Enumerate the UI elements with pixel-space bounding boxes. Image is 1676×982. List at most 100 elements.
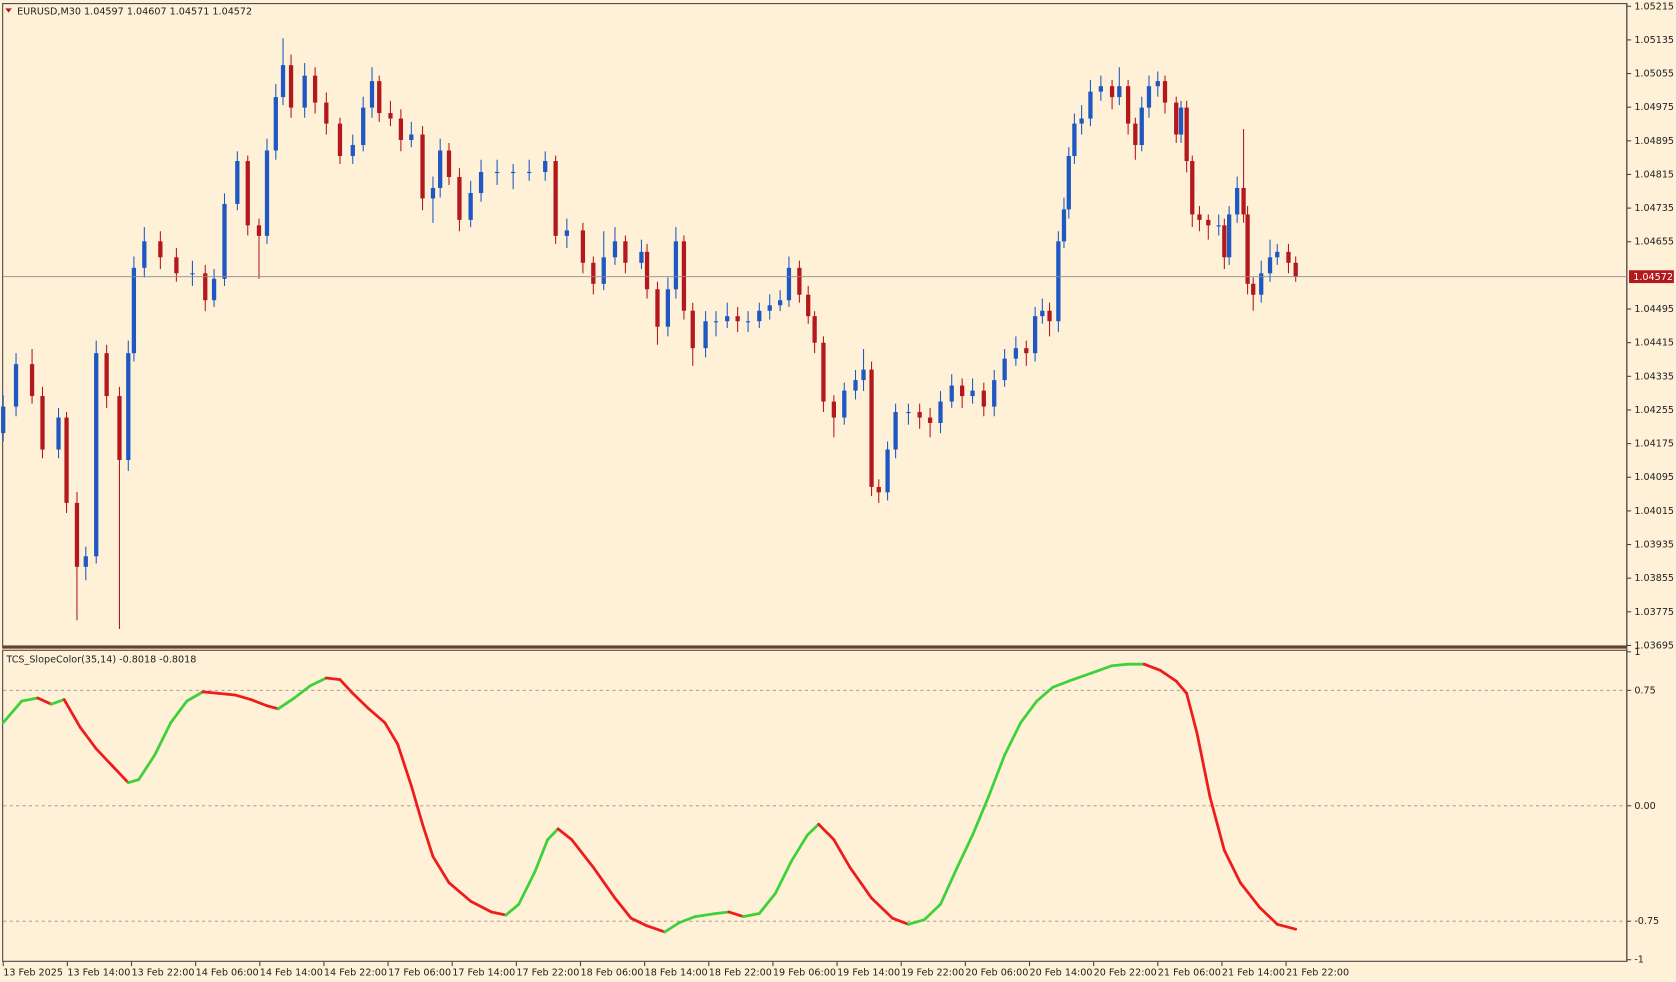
candle-body (369, 81, 375, 108)
candle-body (938, 401, 943, 423)
y-tick-label: 1.05135 (1634, 35, 1674, 46)
candle-body (876, 486, 881, 493)
candle-body (725, 316, 730, 322)
candle-body (280, 65, 286, 98)
candle-body (1206, 219, 1211, 226)
x-tick-label: 18 Feb 06:00 (580, 968, 643, 979)
x-tick-label: 19 Feb 22:00 (901, 968, 964, 979)
candle-body (644, 251, 650, 290)
candle-body (1245, 214, 1250, 284)
candle-body (1133, 123, 1138, 146)
candle-body (142, 241, 147, 268)
indicator-title: TCS_SlopeColor(35,14) -0.8018 -0.8018 (5, 654, 196, 665)
x-tick-label: 13 Feb 14:00 (67, 968, 130, 979)
indicator-segment (1174, 679, 1189, 695)
candle-body (580, 230, 586, 263)
indicator-segment (663, 921, 681, 934)
y-tick-label: 1.04015 (1634, 506, 1674, 517)
candle-body (885, 449, 890, 493)
y-tick-label: -0.75 (1634, 916, 1659, 927)
candle-body (388, 113, 393, 119)
indicator-segment (1222, 849, 1242, 885)
indicator-segment (832, 838, 852, 869)
indicator-segment (907, 918, 926, 926)
candle-body (302, 75, 307, 108)
candle-body (673, 241, 679, 290)
candle-body (104, 353, 109, 397)
candle-body (1013, 348, 1019, 359)
x-tick-label: 18 Feb 22:00 (709, 968, 772, 979)
candle-body (1259, 273, 1264, 295)
candle-body (601, 257, 606, 284)
candle-body (1184, 107, 1189, 162)
x-tick-label: 14 Feb 22:00 (324, 968, 387, 979)
candle-body (623, 241, 628, 263)
indicator-segment (533, 838, 550, 874)
x-tick-label: 17 Feb 06:00 (388, 968, 451, 979)
candle-body (494, 171, 500, 174)
indicator-segment (629, 916, 649, 928)
candle-body (1174, 102, 1179, 135)
indicator-segment (570, 838, 595, 869)
candle-body (681, 241, 687, 311)
candle-body (757, 310, 762, 322)
indicator-segment (987, 753, 1007, 798)
x-tick-label: 17 Feb 22:00 (516, 968, 579, 979)
candle-body (1125, 86, 1131, 124)
candle-body (745, 321, 751, 323)
indicator-segment (517, 870, 537, 906)
candle-body (29, 364, 35, 397)
x-tick-label: 21 Feb 22:00 (1286, 968, 1349, 979)
candle-body (117, 396, 122, 461)
y-tick-label: 1 (1634, 647, 1640, 658)
candle-body (1117, 86, 1122, 98)
indicator-segment (1067, 672, 1092, 683)
y-tick-label: 1.04255 (1634, 405, 1674, 416)
candle-body (1235, 187, 1240, 215)
indicator-segment (249, 698, 269, 708)
candle-body (665, 289, 671, 327)
x-tick-label: 20 Feb 14:00 (1029, 968, 1092, 979)
indicator-segment (741, 912, 761, 918)
candle-body (612, 241, 618, 258)
candle-body (40, 396, 45, 450)
candle-body (361, 107, 366, 146)
candle-body (337, 123, 343, 156)
indicator-segment (1, 699, 24, 725)
indicator-segment (677, 915, 697, 925)
candle-body (1146, 86, 1152, 108)
indicator-segment (714, 910, 731, 915)
x-tick-label: 20 Feb 06:00 (965, 968, 1028, 979)
candle-body (1162, 81, 1168, 103)
candle-body (917, 412, 922, 418)
indicator-segment (409, 784, 424, 826)
candle-body (1047, 310, 1052, 322)
y-tick-label: 1.03855 (1634, 573, 1674, 584)
y-tick-label: 1.03935 (1634, 540, 1674, 551)
candle-body (457, 176, 462, 220)
candle-body (203, 273, 208, 301)
indicator-segment (1089, 664, 1114, 675)
candle-body (1227, 214, 1232, 258)
y-tick-label: 1.04975 (1634, 102, 1674, 113)
indicator-segment (126, 778, 141, 785)
indicator-segment (1195, 732, 1212, 798)
candle-body (1024, 348, 1029, 354)
y-tick-label: 0.75 (1634, 685, 1655, 696)
indicator-segment (789, 833, 809, 863)
indicator-segment (276, 696, 296, 711)
candle-body (842, 390, 847, 418)
candle-body (591, 262, 596, 284)
candle-body (1178, 107, 1184, 135)
y-tick-label: 1.04175 (1634, 439, 1674, 450)
indicator-segment (421, 822, 435, 858)
indicator-segment (757, 892, 777, 915)
indicator-segment (351, 692, 371, 711)
candle-body (1155, 81, 1160, 87)
indicator-segment (1208, 795, 1226, 852)
indicator-segment (62, 698, 82, 729)
candle-body (478, 171, 484, 193)
candle-body (960, 385, 965, 397)
